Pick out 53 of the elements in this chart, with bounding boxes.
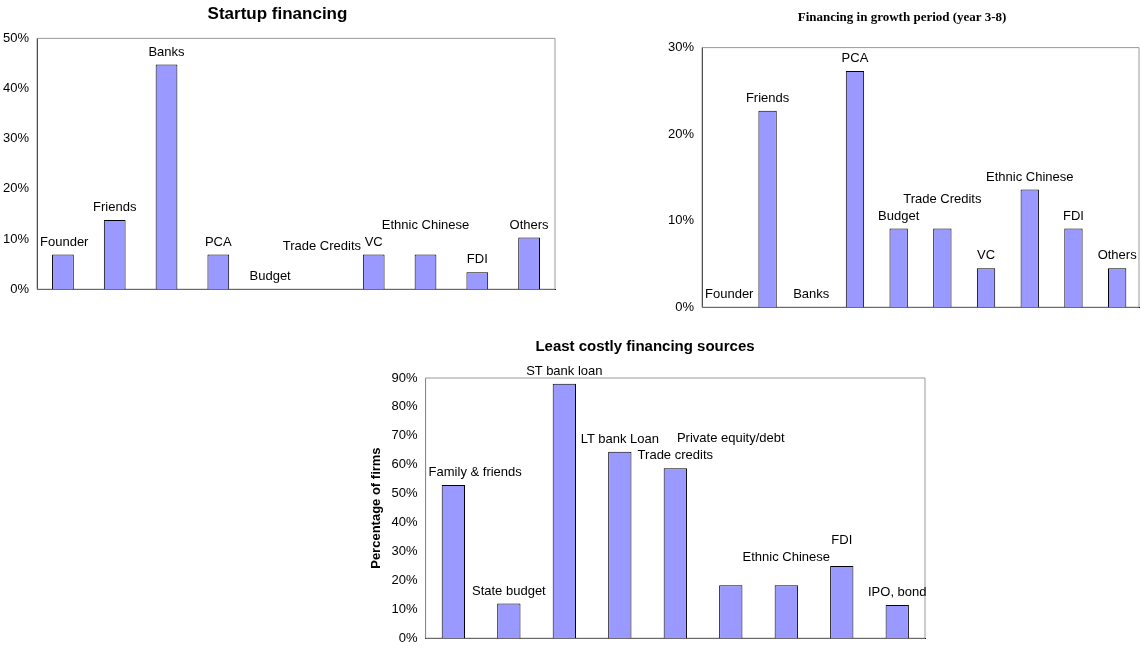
category-label: Friends [93, 199, 137, 215]
y-tick-label: 60% [391, 456, 419, 472]
y-tick-label: 0% [675, 298, 695, 314]
category-label: VC [977, 247, 996, 263]
category-label: Others [1097, 247, 1137, 263]
y-tick-label: 30% [391, 543, 419, 559]
y-tick-label: 20% [667, 125, 695, 141]
y-tick-label: 50% [2, 29, 30, 45]
y-tick-label: 0% [10, 280, 30, 296]
category-label: FDI [1062, 207, 1084, 223]
y-tick-label: 40% [2, 80, 30, 96]
chart-title: Financing in growth period (year 3-8) [797, 9, 1007, 25]
category-label: Family & friends [428, 464, 522, 480]
category-label: Private equity/debt [676, 430, 785, 446]
category-label: Friends [745, 89, 790, 105]
category-label: Banks [793, 286, 830, 302]
category-label: Trade credits [637, 447, 713, 463]
category-label: State budget [471, 582, 546, 598]
y-tick-label: 10% [391, 600, 419, 616]
category-label: FDI [831, 532, 853, 547]
category-label: ST bank loan [526, 362, 603, 378]
y-tick-label: 90% [391, 369, 419, 385]
y-tick-label: 70% [391, 427, 419, 443]
category-label: Ethnic Chinese [742, 549, 831, 564]
category-label: PCA [841, 50, 869, 66]
category-label: VC [364, 233, 383, 249]
y-tick-label: 10% [2, 230, 30, 246]
category-label: IPO, bond [867, 584, 927, 600]
category-label: Others [509, 216, 549, 232]
y-tick-label: 0% [398, 629, 419, 645]
y-tick-label: 80% [391, 398, 419, 414]
y-tick-label: 50% [391, 485, 419, 501]
category-label: Ethnic Chinese [381, 216, 470, 232]
category-label: Founder [705, 286, 754, 302]
y-tick-label: 30% [2, 130, 30, 146]
y-tick-label: 20% [391, 571, 419, 587]
y-tick-label: 20% [2, 180, 30, 196]
category-label: Trade Credits [903, 190, 982, 206]
category-label: Budget [878, 207, 920, 223]
category-label: Banks [148, 43, 185, 59]
chart-title: Startup financing [207, 3, 348, 23]
category-label: Founder [40, 233, 89, 249]
y-tick-label: 30% [667, 39, 695, 55]
category-label: Budget [249, 268, 291, 284]
category-label: PCA [204, 233, 232, 249]
y-tick-label: 40% [391, 514, 419, 530]
chart-title: Least costly financing sources [535, 337, 755, 355]
category-label: LT bank Loan [580, 430, 659, 446]
y-tick-label: 10% [667, 212, 695, 228]
category-label: FDI [466, 251, 488, 267]
category-label: Ethnic Chinese [986, 168, 1074, 184]
y-axis-title: Percentage of firms [368, 447, 384, 569]
category-label: Trade Credits [282, 237, 362, 253]
